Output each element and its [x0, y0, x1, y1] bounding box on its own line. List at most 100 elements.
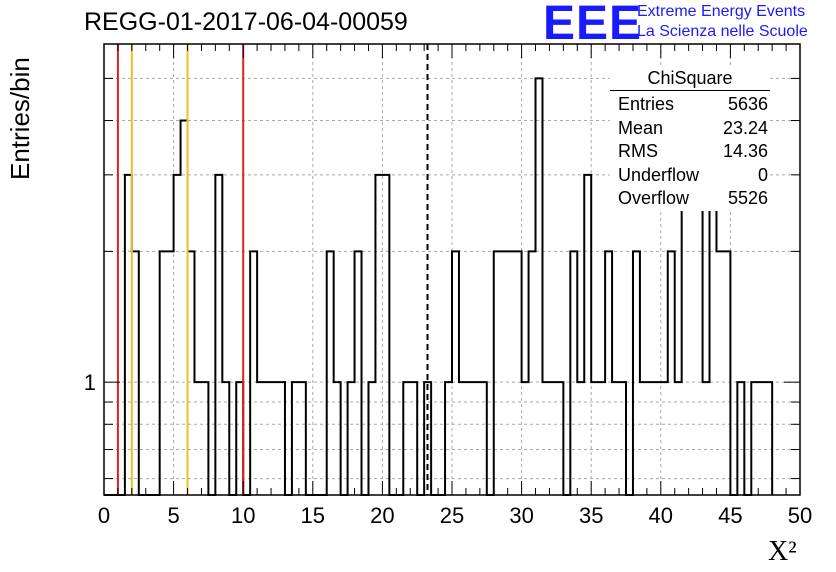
histogram-bar — [264, 382, 271, 495]
histogram-bar — [292, 382, 299, 495]
chart-title: REGG-01-2017-06-04-00059 — [84, 8, 408, 36]
x-tick-label: 10 — [231, 503, 255, 528]
x-tick-label: 0 — [98, 503, 110, 528]
stats-value: 23.24 — [722, 117, 768, 138]
stats-label: Entries — [618, 94, 675, 114]
y-tick-label: 1 — [84, 370, 96, 395]
histogram-bar — [529, 251, 536, 495]
histogram-bar — [758, 382, 765, 495]
histogram-bar — [327, 251, 334, 495]
histogram-bar — [236, 382, 243, 495]
histogram-bar — [515, 251, 522, 495]
histogram-bar — [278, 382, 285, 495]
histogram-bar — [459, 382, 466, 495]
histogram-bar — [445, 382, 452, 495]
histogram-bar — [508, 251, 515, 495]
histogram-bar — [570, 251, 577, 495]
histogram-bar — [647, 382, 654, 495]
stats-value: 14.36 — [722, 141, 768, 161]
histogram-bar — [633, 251, 640, 495]
stats-label: Underflow — [618, 164, 700, 185]
histogram-bar — [682, 175, 689, 495]
histogram-bar — [556, 382, 563, 495]
histogram-bar — [271, 382, 278, 495]
histogram-bar — [257, 382, 264, 495]
histogram-bar — [375, 175, 382, 495]
histogram-bar — [466, 382, 473, 495]
x-tick-label: 25 — [440, 503, 464, 528]
histogram-bar — [410, 382, 417, 495]
x-tick-label: 15 — [301, 503, 325, 528]
histogram-bar — [751, 382, 758, 495]
stats-value: 5526 — [727, 188, 768, 208]
histogram-bar — [675, 382, 682, 495]
histogram-bar — [348, 382, 355, 495]
histogram-bar — [584, 175, 591, 495]
histogram-bar — [522, 382, 529, 495]
stats-label: RMS — [618, 141, 658, 161]
histogram-bar — [194, 382, 201, 495]
histogram-bar — [250, 251, 257, 495]
histogram-bar — [494, 251, 501, 495]
histogram-bar — [334, 382, 341, 495]
x-axis-label: X² — [768, 536, 797, 567]
histogram-bar — [473, 382, 480, 495]
histogram-bar — [368, 382, 375, 495]
histogram-bar — [723, 251, 730, 495]
histogram-bar — [536, 78, 543, 495]
stats-title: ChiSquare — [610, 68, 770, 91]
histogram-bar — [160, 251, 167, 495]
histogram-bar — [577, 382, 584, 495]
stats-row: Underflow 0 — [610, 164, 770, 188]
histogram-bar — [167, 251, 174, 495]
stats-label: Overflow — [618, 188, 690, 208]
stats-value: 5636 — [727, 94, 768, 114]
histogram-bar — [765, 382, 772, 495]
histogram-bar — [403, 382, 410, 495]
stats-label: Mean — [618, 117, 664, 138]
histogram-bar — [215, 175, 222, 495]
y-axis-label: Entries/bin — [5, 57, 35, 180]
histogram-bar — [542, 382, 549, 495]
histogram-bar — [619, 382, 626, 495]
histogram-bar — [654, 382, 661, 495]
histogram-bar — [598, 382, 605, 495]
histogram-bar — [452, 251, 459, 495]
stats-rows: Entries 5636 Mean 23.24 RMS 14.36 Underflow 0 Ov… — [610, 93, 770, 211]
histogram-bar — [689, 175, 696, 495]
histogram-bar — [591, 382, 598, 495]
histogram-bar — [501, 251, 508, 495]
histogram-bar — [355, 251, 362, 495]
histogram-bar — [222, 382, 229, 495]
stats-row: Entries 5636 — [610, 93, 770, 117]
x-tick-label: 35 — [579, 503, 603, 528]
stats-value: 0 — [757, 164, 768, 185]
logo-text-line1: Extreme Energy Events — [637, 3, 806, 20]
stats-row: RMS 14.36 — [610, 140, 770, 164]
x-tick-label: 30 — [509, 503, 533, 528]
x-tick-label: 50 — [788, 503, 812, 528]
histogram-bar — [382, 175, 389, 495]
x-tick-label: 20 — [370, 503, 394, 528]
histogram-bar — [549, 382, 556, 495]
logo-text-line2: La Scienza nelle Scuole — [637, 23, 808, 40]
histogram-bar — [661, 382, 668, 495]
histogram-bar — [612, 382, 619, 495]
histogram-bar — [668, 251, 675, 495]
x-tick-label: 5 — [167, 503, 179, 528]
histogram-bar — [132, 251, 139, 495]
histogram-bar — [605, 251, 612, 495]
stats-row: Mean 23.24 — [610, 117, 770, 141]
histogram-bar — [480, 382, 487, 495]
histogram-bar — [716, 251, 723, 495]
stats-row: Overflow 5526 — [610, 187, 770, 211]
histogram-bar — [201, 382, 208, 495]
histogram-bar — [703, 382, 710, 495]
histogram-bar — [640, 382, 647, 495]
histogram-bar — [299, 382, 306, 495]
histogram-bar — [125, 175, 132, 495]
stats-box: ChiSquare Entries 5636 Mean 23.24 RMS 14.36 Un… — [610, 68, 770, 211]
histogram-bar — [181, 121, 188, 495]
x-tick-label: 40 — [649, 503, 673, 528]
